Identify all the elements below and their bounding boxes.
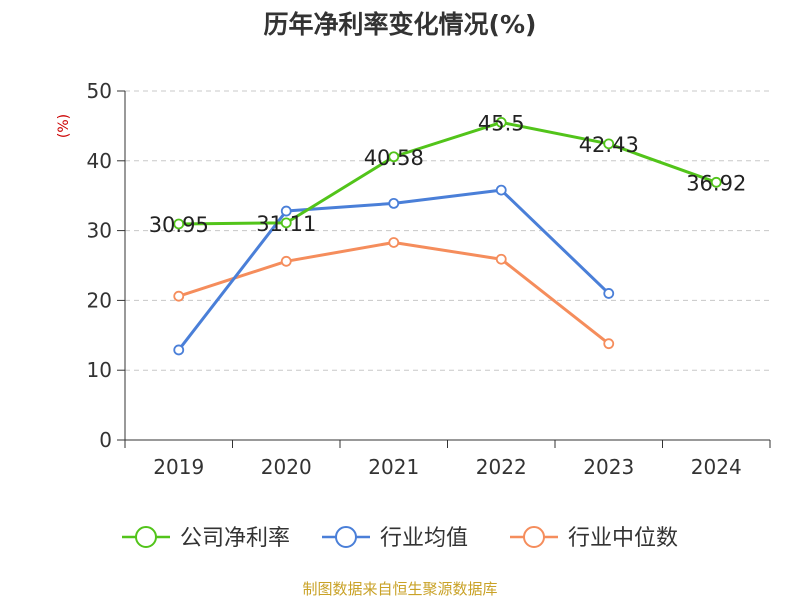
y-tick-label: 50 xyxy=(87,79,112,103)
data-point xyxy=(710,176,722,188)
data-label: 42.43 xyxy=(579,133,639,157)
data-label: 36.92 xyxy=(686,171,746,195)
data-point xyxy=(603,138,615,150)
data-point xyxy=(173,290,185,302)
data-label: 31.11 xyxy=(256,212,316,236)
data-point xyxy=(388,237,400,248)
y-axis-label: (%) xyxy=(56,114,72,138)
x-tick-label: 2024 xyxy=(691,455,742,479)
data-point xyxy=(280,255,292,267)
data-point xyxy=(495,253,507,265)
data-point xyxy=(388,197,400,209)
data-label: 45.5 xyxy=(478,111,525,135)
data-point xyxy=(173,344,185,356)
series-line-3 xyxy=(178,240,610,345)
data-labels: 30.95 31.11 40.58 45.5 42.43 36.92 xyxy=(149,111,747,237)
data-point xyxy=(495,117,507,128)
y-tick-label: 40 xyxy=(87,149,112,173)
data-point xyxy=(388,151,400,163)
legend-marker xyxy=(335,526,357,548)
legend-label: 公司净利率 xyxy=(180,526,290,551)
gridlines xyxy=(125,90,770,371)
legend-marker xyxy=(135,526,157,548)
x-tick-label: 2020 xyxy=(261,455,312,479)
x-tick-label: 2023 xyxy=(583,455,634,479)
y-tick-label: 30 xyxy=(87,219,112,243)
data-point xyxy=(603,338,615,350)
data-point xyxy=(280,217,292,229)
series-line-2 xyxy=(177,188,610,351)
chart-title: 历年净利率变化情况(%) xyxy=(264,10,537,39)
axes: 0 10 20 30 40 50 2019 2020 2021 2022 2023 2024 xyxy=(87,79,771,479)
data-point xyxy=(603,288,615,299)
data-label: 40.58 xyxy=(364,146,424,170)
x-tick-label: 2019 xyxy=(153,455,204,479)
x-tick-label: 2021 xyxy=(368,455,419,479)
y-tick-label: 10 xyxy=(87,358,112,382)
y-tick-label: 20 xyxy=(87,288,112,312)
data-label: 30.95 xyxy=(149,213,209,237)
legend-label: 行业中位数 xyxy=(568,526,678,551)
source-note: 制图数据来自恒生聚源数据库 xyxy=(302,580,497,598)
data-point xyxy=(173,218,185,230)
legend-marker xyxy=(523,526,545,548)
x-tick-label: 2022 xyxy=(476,455,527,479)
data-point xyxy=(280,205,292,217)
data-point xyxy=(495,184,507,196)
legend: 公司净利率 行业均值 行业中位数 xyxy=(122,526,678,551)
series-group xyxy=(173,117,722,356)
legend-label: 行业均值 xyxy=(380,526,468,551)
series-line-1 xyxy=(178,120,717,226)
y-tick-label: 0 xyxy=(99,428,112,452)
